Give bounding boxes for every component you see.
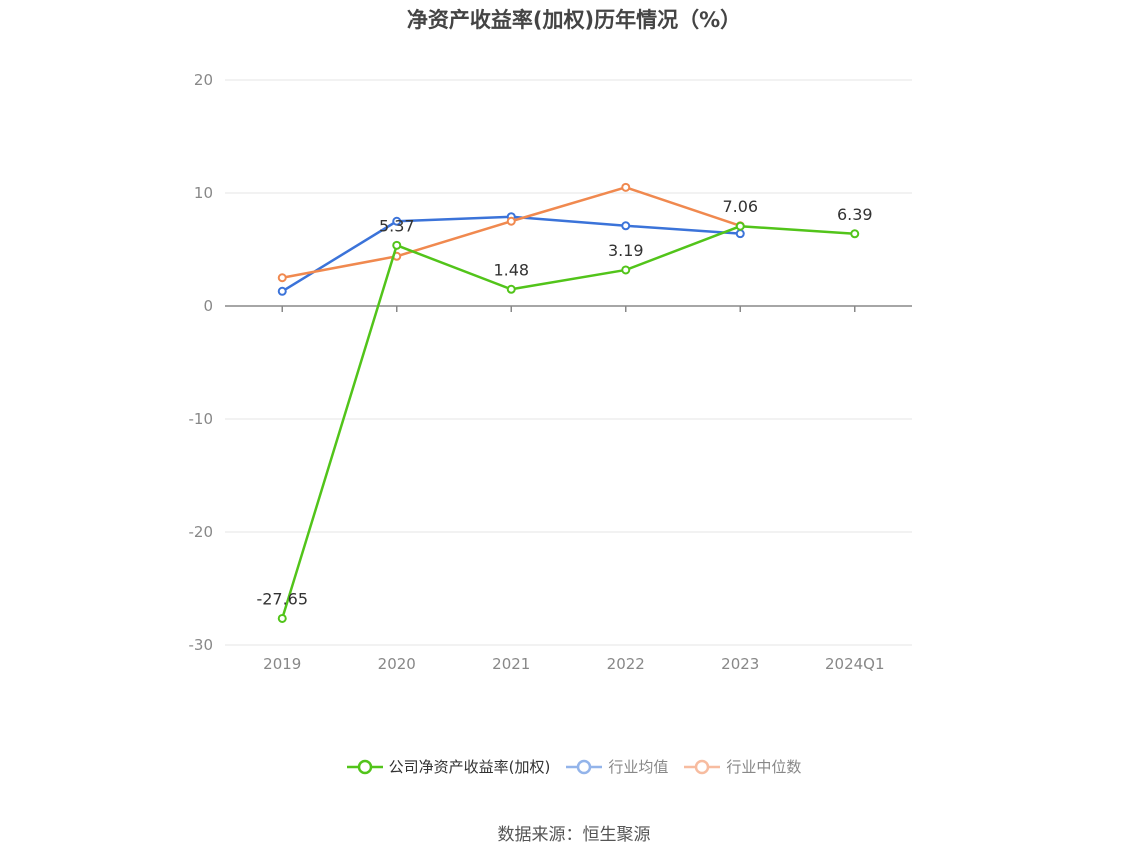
legend-item-company[interactable]: 公司净资产收益率(加权) bbox=[346, 756, 551, 777]
x-tick-label: 2024Q1 bbox=[825, 655, 885, 673]
data-point[interactable] bbox=[277, 613, 287, 623]
legend-marker-industry-mean bbox=[566, 759, 603, 774]
x-tick-label: 2023 bbox=[721, 655, 759, 673]
data-point[interactable] bbox=[621, 182, 631, 192]
y-tick-label: -30 bbox=[189, 636, 214, 654]
y-tick-label: 20 bbox=[194, 71, 213, 89]
data-point[interactable] bbox=[621, 221, 631, 231]
x-tick-label: 2020 bbox=[378, 655, 416, 673]
legend-item-industry-mean[interactable]: 行业均值 bbox=[566, 756, 668, 777]
chart-title: 净资产收益率(加权)历年情况（%） bbox=[406, 8, 742, 32]
y-tick-label: 0 bbox=[203, 297, 213, 315]
legend-label-industry-median: 行业中位数 bbox=[726, 758, 802, 776]
series-lines bbox=[277, 182, 860, 623]
data-label: 6.39 bbox=[837, 205, 873, 224]
data-point[interactable] bbox=[506, 216, 516, 226]
data-point[interactable] bbox=[735, 229, 745, 239]
data-point[interactable] bbox=[277, 286, 287, 296]
data-source: 数据来源：恒生聚源 bbox=[497, 825, 651, 845]
x-tick-label: 2022 bbox=[607, 655, 645, 673]
axes: 20 10 0 -10 -20 -30 2019 2020 2021 2022 2023 2024Q1 bbox=[189, 71, 912, 673]
data-point[interactable] bbox=[621, 265, 631, 275]
data-point[interactable] bbox=[506, 284, 516, 294]
data-label: -27.65 bbox=[256, 589, 308, 608]
data-label: 1.48 bbox=[493, 260, 529, 279]
legend-item-industry-median[interactable]: 行业中位数 bbox=[684, 756, 801, 777]
data-point[interactable] bbox=[392, 240, 402, 250]
series-line bbox=[281, 224, 855, 619]
x-tick-label: 2021 bbox=[492, 655, 530, 673]
data-point[interactable] bbox=[850, 229, 860, 239]
line-chart: 20 10 0 -10 -20 -30 2019 2020 2021 2022 2023 2024Q1… bbox=[189, 71, 912, 673]
legend-marker-company bbox=[346, 759, 383, 774]
grid-lines bbox=[225, 79, 912, 646]
y-tick-label: -20 bbox=[189, 523, 214, 541]
data-point[interactable] bbox=[392, 216, 402, 226]
y-tick-label: -10 bbox=[189, 410, 214, 428]
data-labels: -27.65 5.37 1.48 3.19 7.06 6.39 bbox=[256, 197, 872, 608]
data-label: 3.19 bbox=[608, 241, 644, 260]
legend-marker-industry-median bbox=[684, 759, 721, 774]
data-point[interactable] bbox=[277, 273, 287, 283]
legend: 公司净资产收益率(加权) 行业均值 行业中位数 bbox=[0, 756, 1148, 777]
data-label: 7.06 bbox=[722, 197, 758, 216]
x-tick-label: 2019 bbox=[263, 655, 301, 673]
series-line bbox=[281, 215, 741, 293]
data-label: 5.37 bbox=[379, 216, 415, 235]
legend-label-industry-mean: 行业均值 bbox=[608, 758, 669, 776]
legend-label-company: 公司净资产收益率(加权) bbox=[388, 758, 551, 776]
data-point[interactable] bbox=[735, 221, 745, 231]
y-tick-label: 10 bbox=[194, 184, 213, 202]
